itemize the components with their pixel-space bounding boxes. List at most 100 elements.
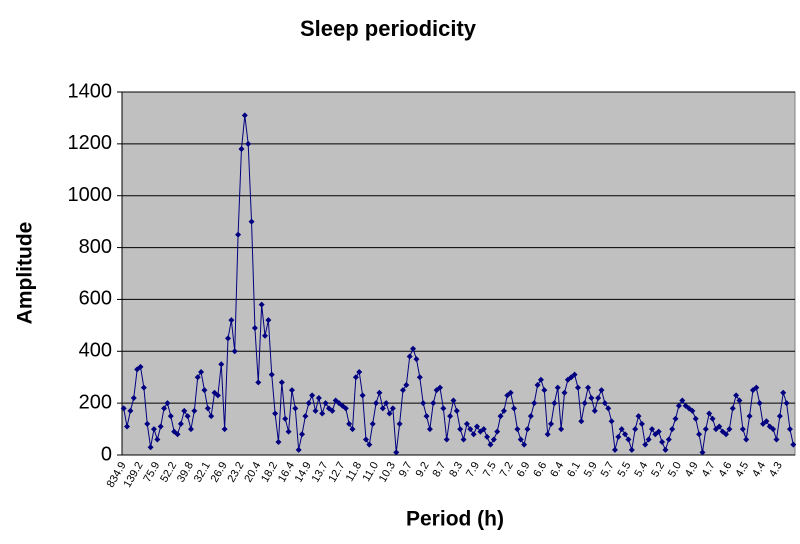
data-point	[157, 423, 164, 430]
data-point	[248, 218, 255, 225]
data-point	[645, 436, 652, 443]
data-point	[773, 436, 780, 443]
data-point	[426, 426, 433, 433]
data-point	[783, 400, 790, 407]
x-tick-label: 39.8	[175, 460, 196, 485]
data-point	[453, 407, 460, 414]
data-point	[278, 379, 285, 386]
data-point	[648, 426, 655, 433]
y-tick-label: 1200	[68, 132, 113, 154]
data-point	[561, 389, 568, 396]
x-tick-label: 8.3	[447, 460, 465, 479]
data-point	[527, 413, 534, 420]
data-point	[763, 418, 770, 425]
data-point	[251, 324, 258, 331]
data-point	[436, 384, 443, 391]
data-point	[265, 317, 272, 324]
data-point	[723, 431, 730, 438]
data-point	[534, 381, 541, 388]
data-point	[352, 374, 359, 381]
data-point	[729, 405, 736, 412]
data-point	[733, 392, 740, 399]
data-point	[537, 376, 544, 383]
data-point	[443, 436, 450, 443]
data-point	[662, 446, 669, 453]
data-point	[460, 436, 467, 443]
x-tick-label: 9.2	[414, 460, 432, 479]
data-point	[581, 400, 588, 407]
data-point	[736, 397, 743, 404]
y-axis-label: Amplitude	[14, 222, 37, 325]
y-tick-label: 200	[79, 391, 112, 413]
data-point	[524, 426, 531, 433]
data-point	[605, 405, 612, 412]
x-tick-label: 4.7	[700, 460, 718, 479]
x-tick-label: 13.7	[310, 460, 331, 485]
data-point	[241, 112, 248, 119]
x-tick-label: 75.9	[141, 460, 162, 485]
data-point	[305, 400, 312, 407]
data-point	[322, 400, 329, 407]
data-point	[780, 389, 787, 396]
data-point	[440, 405, 447, 412]
plot-area	[121, 91, 796, 456]
data-point	[494, 428, 501, 435]
data-point	[514, 426, 521, 433]
data-point	[356, 369, 363, 376]
data-point	[541, 387, 548, 394]
data-point	[500, 407, 507, 414]
data-point	[245, 140, 252, 147]
data-point	[423, 413, 430, 420]
data-point	[484, 433, 491, 440]
x-axis-label: Period (h)	[406, 508, 504, 531]
data-point	[137, 363, 144, 370]
x-tick-label: 18.2	[259, 460, 280, 485]
data-point	[191, 407, 198, 414]
data-point	[470, 431, 477, 438]
data-point	[302, 413, 309, 420]
data-point	[204, 405, 211, 412]
data-point	[366, 441, 373, 448]
data-point	[463, 420, 470, 427]
x-tick-label: 7.5	[481, 460, 499, 479]
data-point	[393, 449, 400, 456]
data-point	[696, 431, 703, 438]
data-point	[669, 426, 676, 433]
data-point	[362, 436, 369, 443]
x-tick-label: 4.6	[716, 460, 734, 479]
data-point	[430, 400, 437, 407]
x-tick-label: 32.1	[192, 460, 213, 485]
data-point	[672, 415, 679, 422]
x-tick-label: 7.9	[464, 460, 482, 479]
data-point	[268, 371, 275, 378]
x-tick-label: 10.3	[377, 460, 398, 485]
chart-title: Sleep periodicity	[300, 16, 477, 41]
x-tick-label: 4.9	[683, 460, 701, 479]
data-point	[659, 439, 666, 446]
data-point	[608, 418, 615, 425]
data-point	[373, 400, 380, 407]
x-tick-label: 7.2	[498, 460, 516, 479]
x-tick-label: 11.8	[344, 460, 365, 484]
data-point	[655, 428, 662, 435]
data-point	[299, 431, 306, 438]
y-tick-label: 800	[79, 236, 112, 258]
data-point	[601, 400, 608, 407]
data-point	[635, 413, 642, 420]
data-point	[521, 441, 528, 448]
data-point	[150, 426, 157, 433]
x-tick-label: 52.2	[158, 460, 179, 485]
data-point	[638, 420, 645, 427]
data-point	[349, 426, 356, 433]
data-point	[507, 389, 514, 396]
x-tick-label: 4.4	[750, 460, 768, 479]
data-point	[396, 420, 403, 427]
data-point	[716, 423, 723, 430]
data-point	[467, 426, 474, 433]
data-point	[167, 413, 174, 420]
data-point	[198, 369, 205, 376]
data-point	[224, 335, 231, 342]
data-point	[632, 426, 639, 433]
data-point	[201, 387, 208, 394]
